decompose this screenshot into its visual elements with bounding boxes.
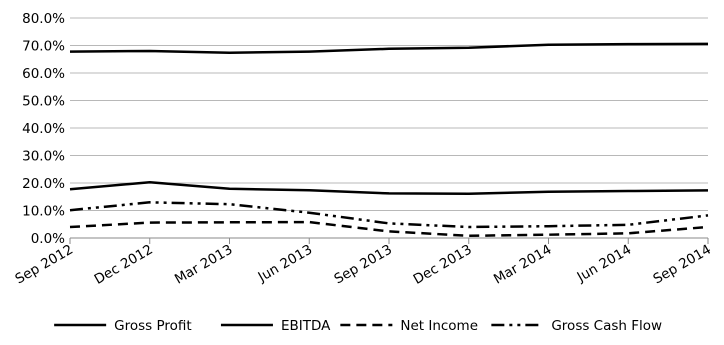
x-tick-label: Sep 2012	[12, 242, 76, 288]
series-line-gross-cash-flow	[69, 201, 709, 229]
legend-label: Net Income	[400, 318, 478, 334]
gridlines	[70, 17, 708, 239]
x-axis-ticks: Sep 2012 Dec 2012 Mar 2013 Jun 2013 Sep 2013…	[12, 238, 714, 288]
series-lines	[69, 42, 709, 238]
y-axis-ticks: 0.0% 10.0% 20.0% 30.0% 40.0% 50.0% 60.0% 70.0% 8…	[22, 11, 65, 247]
series-line-ebitda	[69, 180, 709, 195]
series-line-net-income	[69, 220, 709, 238]
legend: Gross Profit EBITDA Net Income Gross Cash F…	[54, 318, 662, 334]
series-line-gross-profit	[69, 42, 709, 54]
legend-label: EBITDA	[281, 318, 331, 334]
x-tick-label: Dec 2012	[92, 242, 156, 288]
legend-label: Gross Cash Flow	[551, 318, 662, 334]
y-tick-label: 60.0%	[22, 66, 65, 82]
y-tick-label: 40.0%	[22, 121, 65, 137]
y-tick-label: 0.0%	[31, 231, 65, 247]
x-tick-label: Jun 2013	[255, 242, 316, 286]
x-tick-label: Mar 2013	[172, 242, 236, 288]
x-tick-label: Mar 2014	[491, 242, 555, 288]
y-tick-label: 30.0%	[22, 149, 65, 165]
x-tick-label: Sep 2013	[331, 242, 395, 288]
y-tick-label: 50.0%	[22, 94, 65, 110]
y-tick-label: 20.0%	[22, 176, 65, 192]
x-tick-label: Dec 2013	[411, 242, 475, 288]
y-tick-label: 70.0%	[22, 39, 65, 55]
x-tick-label: Jun 2014	[574, 242, 635, 286]
legend-label: Gross Profit	[114, 318, 192, 334]
y-tick-label: 80.0%	[22, 11, 65, 27]
x-tick-label: Sep 2014	[650, 242, 714, 288]
y-tick-label: 10.0%	[22, 204, 65, 220]
